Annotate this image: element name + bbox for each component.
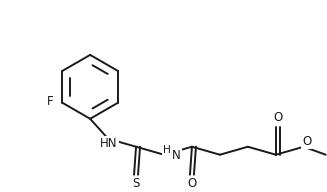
Text: O: O [187,177,197,190]
Text: HN: HN [100,137,118,150]
Text: N: N [172,149,181,162]
Text: H: H [163,145,171,155]
Text: F: F [47,95,54,108]
Text: O: O [273,111,283,124]
Text: O: O [302,135,311,148]
Text: S: S [132,177,140,190]
